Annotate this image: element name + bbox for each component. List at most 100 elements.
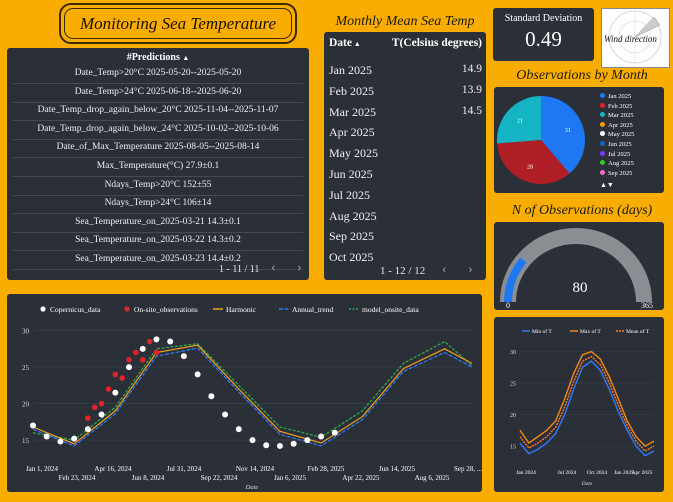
next-page-icon[interactable]: › (297, 260, 302, 275)
y-tick-label: 25 (510, 382, 516, 388)
pie-slice[interactable] (497, 96, 541, 144)
wind-sector (634, 16, 661, 38)
monthly-col-temp[interactable]: T(Celsius degrees) (391, 37, 482, 49)
copernicus-point (331, 429, 338, 436)
legend-label: Sep 2025 (608, 169, 633, 177)
monthly-row-month: Feb 2025 (329, 83, 374, 98)
next-page-icon[interactable]: › (468, 262, 473, 277)
x-tick-label: Apr 2025 (632, 470, 653, 476)
x-tick-label: Jan 6, 2025 (274, 474, 307, 482)
monthly-row-month: Jun 2025 (329, 167, 373, 181)
onsite-point (105, 386, 112, 392)
row-divider (13, 83, 303, 84)
copernicus-point (180, 353, 187, 360)
monthly-col-date-label: Date (329, 37, 352, 49)
pie-slice-label: 31 (565, 128, 571, 134)
row-divider (13, 101, 303, 103)
series-model-onsite (32, 340, 473, 441)
wind-card: Wind direction (601, 8, 670, 68)
legend-label[interactable]: Max of T (580, 328, 601, 335)
x-tick-label: Jan 2024 (516, 470, 536, 476)
copernicus-point (112, 389, 119, 396)
legend-label[interactable]: Copernicus_data (50, 305, 101, 314)
gauge-card: 80 0 365 (494, 222, 664, 310)
onsite-point (146, 338, 153, 345)
predictions-table: #Predictions ▲ Date_Temp>20°C 2025-05-20… (7, 48, 309, 280)
monthly-row-month: Mar 2025 (329, 104, 376, 119)
page-title: Monitoring Sea Temperature (64, 8, 292, 39)
onsite-point (153, 349, 160, 356)
pie-slice[interactable] (541, 96, 585, 174)
x-tick-label: Apr 16, 2024 (94, 465, 132, 473)
pie-legend-item[interactable]: Jun 2025 (600, 141, 632, 148)
gauge-value: 80 (573, 280, 588, 296)
pie-slice-label: 28 (527, 164, 533, 170)
legend-label[interactable]: Harmonic (226, 305, 257, 314)
x-axis-label: Date (245, 484, 259, 491)
x-tick-label: Apr 22, 2025 (342, 474, 380, 482)
y-tick-label: 25 (22, 364, 30, 372)
predictions-header[interactable]: #Predictions ▲ (7, 52, 309, 63)
legend-label[interactable]: Min of T (532, 328, 552, 335)
monthly-row-month: Apr 2025 (329, 125, 375, 140)
legend-label: Aug 2025 (608, 160, 634, 168)
pie-legend-item[interactable]: May 2025 (600, 131, 635, 138)
monthly-row-month: Jan 2025 (329, 63, 372, 77)
monthly-col-date[interactable]: Date ▲ (329, 37, 361, 49)
legend-label[interactable]: On-site_observations (134, 305, 198, 314)
copernicus-point (30, 422, 36, 429)
series-line (519, 350, 655, 447)
gauge-min: 0 (506, 301, 510, 310)
pie-slice-label: 21 (517, 119, 523, 125)
pie-legend-item[interactable]: Feb 2025 (600, 102, 632, 110)
legend-marker (40, 306, 46, 312)
y-tick-label: 20 (510, 413, 516, 419)
pie-legend-item[interactable]: Jul 2025 (600, 150, 630, 158)
monthly-row-month: Sep 2025 (329, 229, 374, 244)
copernicus-point (71, 435, 78, 442)
pie-legend-item[interactable]: Mar 2025 (600, 112, 633, 119)
monthly-row-month: Jul 2025 (329, 187, 371, 202)
legend-marker (124, 306, 130, 312)
prediction-row: Date_Temp_drop_again_below_20°C 2025-11-… (37, 105, 279, 116)
x-tick-label: Aug 6, 2025 (415, 474, 450, 482)
legend-swatch (600, 150, 605, 156)
legend-label[interactable]: Mean of T (626, 328, 650, 335)
legend-swatch (600, 169, 605, 175)
monthly-row-value: 14.9 (461, 63, 482, 75)
minmax-chart: 15 20 25 30 Min of T Max of T Mean of T Jan 202… (510, 328, 655, 487)
sort-up-icon[interactable]: ▲ (182, 54, 190, 62)
wind-label: Wind direction (604, 34, 657, 44)
pie-slice[interactable] (497, 140, 570, 184)
main-chart: 15 20 25 30 Copernicus_data On-site_observati… (22, 305, 482, 491)
prev-page-icon[interactable]: ‹ (442, 262, 447, 277)
prediction-row: Date_Temp>20°C 2025-05-20--2025-05-20 (74, 68, 242, 78)
copernicus-point (153, 336, 160, 343)
copernicus-point (318, 433, 325, 440)
main-chart-card: 15 20 25 30 Copernicus_data On-site_observati… (7, 294, 482, 492)
pie-legend-item[interactable]: Apr 2025 (600, 121, 633, 129)
copernicus-point (208, 393, 215, 400)
pie-legend-item[interactable]: Jan 2025 (600, 93, 631, 100)
copernicus-point (98, 411, 105, 418)
legend-label[interactable]: Annual_trend (292, 305, 333, 314)
legend-label: Apr 2025 (608, 121, 633, 129)
gauge-title: N of Observations (days) (511, 203, 653, 218)
stddev-label: Standard Deviation (504, 13, 583, 24)
legend-swatch (600, 131, 605, 137)
pie-legend-item[interactable]: Sep 2025 (600, 169, 633, 177)
predictions-header-label: #Predictions (126, 52, 180, 63)
x-tick-label: Jan 2025 (614, 470, 634, 476)
legend-pager[interactable]: ▲▼ (600, 181, 614, 189)
copernicus-point (235, 426, 242, 433)
onsite-point (91, 404, 98, 411)
gauge-max: 365 (641, 301, 653, 310)
copernicus-point (263, 442, 270, 449)
sort-up-icon: ▲ (352, 40, 361, 48)
legend-label[interactable]: model_onsite_data (362, 305, 419, 314)
y-tick-label: 20 (22, 401, 30, 409)
y-tick-label: 30 (510, 350, 516, 356)
pie-legend-item[interactable]: Aug 2025 (600, 160, 634, 167)
prev-page-icon[interactable]: ‹ (271, 260, 276, 275)
x-tick-label: Sep 22, 2024 (201, 474, 238, 482)
